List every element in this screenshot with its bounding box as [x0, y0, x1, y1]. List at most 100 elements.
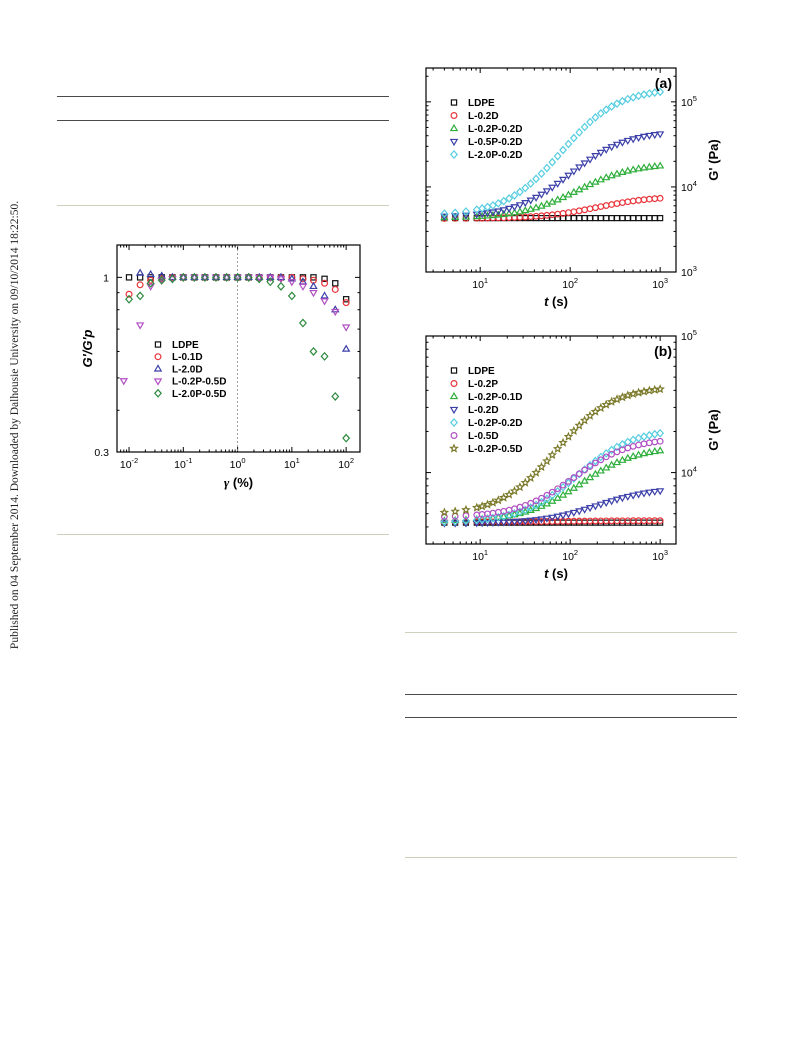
data-point	[489, 200, 497, 210]
data-point	[656, 488, 665, 496]
legend-label: LDPE	[468, 98, 495, 109]
data-point	[190, 272, 199, 282]
data-point	[276, 281, 285, 291]
data-point	[575, 470, 583, 478]
data-point	[629, 136, 638, 144]
data-point	[650, 488, 659, 496]
data-point	[622, 390, 633, 400]
data-point	[515, 482, 525, 492]
data-point	[521, 206, 530, 214]
data-point	[640, 215, 648, 222]
data-point	[543, 491, 551, 499]
data-point	[255, 274, 264, 284]
data-point	[135, 268, 145, 276]
data-point	[521, 200, 530, 208]
data-point	[526, 179, 535, 189]
data-point	[125, 294, 134, 304]
series-L-0.2P-0.1D	[440, 446, 665, 524]
data-point	[477, 501, 487, 511]
data-point	[591, 153, 600, 161]
data-point	[451, 208, 460, 218]
data-point	[651, 215, 658, 222]
data-point	[526, 517, 535, 525]
data-point	[635, 215, 642, 222]
data-point	[331, 391, 340, 401]
data-point	[645, 89, 654, 98]
data-point	[602, 202, 610, 209]
data-point	[569, 187, 578, 195]
legend-label: L-0.2P-0.5D	[468, 444, 522, 455]
data-point	[309, 281, 318, 290]
data-point	[558, 437, 568, 447]
data-point	[526, 503, 535, 512]
data-point	[623, 137, 632, 145]
data-point	[287, 274, 297, 282]
series-L-0.2P-0.5D	[119, 274, 351, 386]
data-point	[656, 87, 665, 97]
panel-b-x-tick-label: 102	[562, 548, 578, 563]
data-point	[592, 459, 599, 467]
data-point	[510, 204, 519, 212]
legend-marker	[449, 443, 459, 453]
data-point	[640, 196, 648, 204]
data-point	[515, 507, 524, 517]
data-point	[483, 211, 492, 219]
data-point	[635, 196, 642, 204]
data-point	[179, 274, 188, 282]
panel-b-label: (b)	[654, 343, 672, 359]
data-point	[619, 215, 626, 222]
data-point	[651, 195, 659, 203]
data-point	[574, 420, 585, 430]
data-point	[521, 518, 530, 526]
data-point	[618, 455, 627, 463]
data-point	[586, 205, 594, 213]
data-point	[592, 204, 599, 212]
data-point	[321, 275, 328, 283]
panel-b-legend: LDPE L-0.2P L-0.2P-0.1D L-0.2D L-0.2P-0.2D L-…	[449, 366, 522, 455]
data-point	[440, 517, 449, 527]
panel-a-legend: LDPE L-0.2D L-0.2P-0.2D L-0.5P-0.2D L-2.0P-0…	[449, 98, 522, 161]
legend-marker	[450, 380, 458, 388]
panel-b-x-tick-label: 103	[652, 548, 668, 563]
data-point	[595, 402, 606, 413]
data-point	[179, 272, 188, 282]
data-point	[477, 211, 487, 219]
data-point	[624, 215, 631, 222]
data-point	[601, 399, 612, 409]
data-point	[553, 195, 562, 203]
data-point	[136, 281, 144, 289]
data-point	[645, 162, 654, 170]
data-point	[542, 515, 552, 523]
data-point	[623, 166, 632, 174]
legend-label: L-0.2P-0.1D	[468, 392, 522, 403]
data-point	[565, 477, 572, 485]
data-point	[222, 274, 231, 282]
data-point	[618, 139, 627, 147]
data-point	[494, 208, 503, 216]
data-point	[613, 442, 621, 452]
data-point	[504, 205, 514, 213]
data-point	[634, 450, 643, 458]
data-point	[624, 198, 632, 206]
data-point	[634, 164, 643, 172]
legend-label: LDPE	[468, 366, 495, 377]
data-point	[504, 209, 514, 217]
data-point	[657, 215, 664, 222]
data-point	[585, 156, 595, 164]
data-point	[331, 308, 340, 317]
data-point	[488, 519, 498, 527]
data-point	[623, 453, 632, 461]
data-point	[591, 503, 600, 511]
data-point	[564, 511, 573, 519]
legend-label: L-0.2P-0.2D	[468, 124, 522, 135]
data-point	[548, 157, 557, 167]
data-point	[570, 208, 578, 216]
data-point	[439, 507, 450, 517]
data-point	[244, 274, 253, 282]
data-point	[612, 496, 622, 504]
data-point	[537, 191, 546, 199]
data-point	[645, 132, 654, 140]
data-point	[607, 445, 616, 455]
panel-a-x-tick-label: 101	[472, 276, 488, 291]
